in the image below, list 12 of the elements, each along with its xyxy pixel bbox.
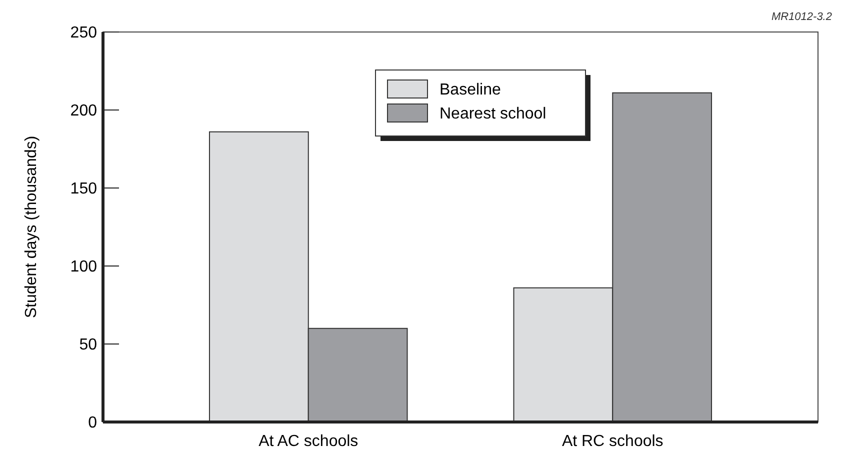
y-tick-label: 0: [88, 414, 98, 432]
y-tick-label: 200: [70, 102, 98, 120]
legend-label: Nearest school: [440, 106, 546, 123]
y-axis-title: Student days (thousands): [23, 136, 40, 318]
y-tick-label: 250: [70, 24, 98, 42]
y-tick-label: 50: [79, 336, 98, 354]
legend-label: Baseline: [440, 82, 501, 99]
text: MR1012-3.2: [771, 11, 832, 23]
y-tick-label: 150: [70, 180, 98, 198]
x-tick-label: At AC schools: [258, 433, 358, 450]
y-tick-label: 100: [70, 258, 98, 276]
x-tick-label: At RC schools: [562, 433, 664, 450]
